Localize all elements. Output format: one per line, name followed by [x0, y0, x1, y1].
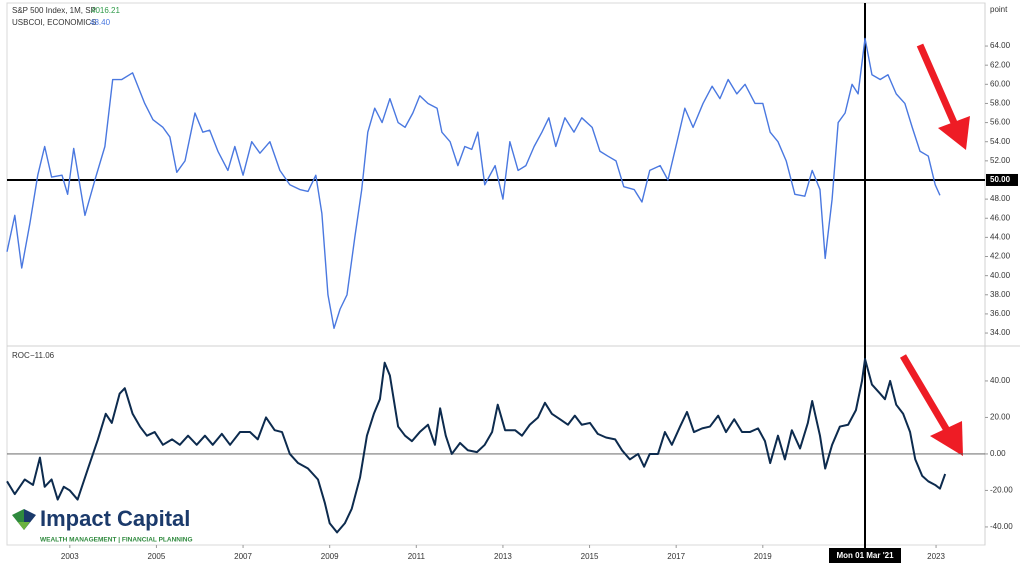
- x-tick-label: 2013: [494, 552, 512, 561]
- y-tick-label: 42.00: [990, 252, 1011, 261]
- legend-series: ROC: [12, 351, 30, 360]
- y-tick-label: 36.00: [990, 309, 1011, 318]
- y-tick-label: 54.00: [990, 137, 1011, 146]
- legend-value: 48.40: [90, 18, 111, 27]
- logo-mark: [18, 522, 30, 530]
- y-tick-label: 40.00: [990, 376, 1011, 385]
- y-tick-label: 46.00: [990, 213, 1011, 222]
- y-tick-label: 62.00: [990, 60, 1011, 69]
- y-tick-label: 56.00: [990, 118, 1011, 127]
- x-tick-label: 2005: [148, 552, 166, 561]
- x-tick-label: 2009: [321, 552, 339, 561]
- logo: Impact Capital WEALTH MANAGEMENT | FINAN…: [12, 506, 193, 544]
- y-tick-label: 34.00: [990, 328, 1011, 337]
- axis-unit: point: [990, 5, 1008, 14]
- arrow: [916, 43, 970, 150]
- y-tick-label: 48.00: [990, 194, 1011, 203]
- legend-series: USBCOI, ECONOMICS: [12, 18, 96, 27]
- y-tick-label: -40.00: [990, 522, 1013, 531]
- y-tick-label: 20.00: [990, 413, 1011, 422]
- arrow-head: [930, 421, 963, 456]
- y-tick-label: 58.00: [990, 99, 1011, 108]
- y-tick-label: 38.00: [990, 290, 1011, 299]
- logo-tagline: WEALTH MANAGEMENT | FINANCIAL PLANNING: [40, 537, 193, 544]
- series-line: [6, 37, 941, 329]
- reference-label-box: [986, 173, 1018, 186]
- x-tick-label: 2019: [754, 552, 772, 561]
- crosshair-label: Mon 01 Mar '21: [836, 551, 894, 560]
- legend-value: −11.06: [30, 351, 55, 360]
- arrow-shaft: [899, 354, 952, 434]
- x-tick-label: 2011: [408, 552, 426, 561]
- y-tick-label: 52.00: [990, 156, 1011, 165]
- y-tick-label: 64.00: [990, 41, 1011, 50]
- x-tick-label: 2015: [581, 552, 599, 561]
- header-value: 4016.21: [91, 6, 120, 15]
- logo-name: Impact Capital: [40, 506, 190, 531]
- x-tick-label: 2003: [61, 552, 79, 561]
- crosshair-label-box: [829, 548, 901, 563]
- reference-label: 50.00: [990, 175, 1011, 184]
- header-symbol: S&P 500 Index, 1M, SP: [12, 6, 96, 15]
- arrow-shaft: [916, 43, 959, 127]
- y-tick-label: 44.00: [990, 232, 1011, 241]
- x-tick-label: 2017: [667, 552, 685, 561]
- y-tick-label: 60.00: [990, 79, 1011, 88]
- series-line: [6, 358, 947, 534]
- y-tick-label: -20.00: [990, 486, 1013, 495]
- x-tick-label: 2007: [234, 552, 252, 561]
- y-tick-label: 0.00: [990, 449, 1006, 458]
- x-tick-label: 2023: [927, 552, 945, 561]
- arrow: [899, 354, 963, 456]
- y-tick-label: 40.00: [990, 271, 1011, 280]
- arrow-head: [938, 116, 970, 150]
